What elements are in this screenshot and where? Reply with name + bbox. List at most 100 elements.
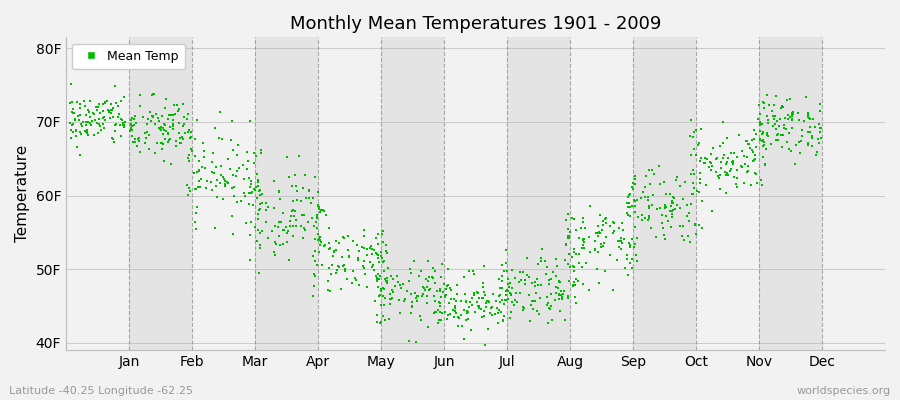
Point [610,256,625,263]
Point [614,237,628,244]
Point [562,263,577,270]
Point [86,118,100,125]
Point [374,319,388,325]
Point [370,319,384,325]
Point [206,149,220,156]
Point [130,142,144,149]
Point [163,160,177,167]
Point [666,207,680,213]
Point [612,238,626,244]
Point [436,289,451,295]
Point [166,121,181,128]
Point [352,248,366,254]
Point [188,153,202,160]
Point [97,99,112,106]
Point [611,238,625,244]
Point [549,290,563,297]
Point [71,113,86,120]
Point [188,219,202,226]
Point [574,245,589,251]
Point [163,136,177,142]
Point [770,137,784,143]
Point [416,284,430,290]
Point [357,258,372,264]
Point [116,122,130,129]
Point [774,105,788,111]
Point [349,276,364,283]
Point [164,112,178,119]
Point [777,104,791,111]
Point [550,263,564,270]
Point [690,188,705,194]
Point [377,294,392,301]
Point [443,285,457,291]
Point [335,254,349,260]
Point [67,121,81,127]
Point [462,304,476,310]
Point [323,245,338,251]
Point [501,276,516,282]
Bar [633,37,696,350]
Point [437,293,452,299]
Point [557,288,572,294]
Point [769,126,783,132]
Point [522,292,536,298]
Point [176,100,190,107]
Point [283,223,297,229]
Point [705,162,719,169]
Point [173,140,187,146]
Point [421,324,436,330]
Point [432,309,446,316]
Point [500,281,515,288]
Point [622,200,636,206]
Point [629,197,643,203]
Point [465,268,480,274]
Point [778,115,792,122]
Point [317,243,331,250]
Point [492,285,507,291]
Point [567,249,581,256]
Point [753,122,768,128]
Point [484,305,499,311]
Bar [192,37,255,350]
Point [451,314,465,320]
Point [82,109,96,116]
Point [217,176,231,182]
Point [151,115,166,122]
Point [509,299,524,305]
Point [429,288,444,295]
Point [567,264,581,270]
Point [405,303,419,309]
Point [572,250,586,257]
Point [341,253,356,260]
Point [279,224,293,231]
Point [627,240,642,247]
Point [513,290,527,297]
Point [802,115,816,121]
Point [750,180,764,186]
Point [464,327,478,334]
Point [230,142,245,148]
Point [608,219,622,226]
Point [795,132,809,139]
Point [784,116,798,122]
Point [716,119,730,126]
Point [433,300,447,306]
Point [294,198,309,204]
Point [80,119,94,125]
Point [451,323,465,329]
Point [740,138,754,144]
Point [455,323,470,329]
Point [196,140,211,146]
Point [775,103,789,110]
Point [327,248,341,254]
Point [588,238,602,244]
Point [154,140,168,146]
Point [623,191,637,197]
Point [801,129,815,135]
Point [688,146,702,152]
Point [146,113,160,119]
Point [635,216,650,223]
Point [542,305,556,311]
Point [297,224,311,231]
